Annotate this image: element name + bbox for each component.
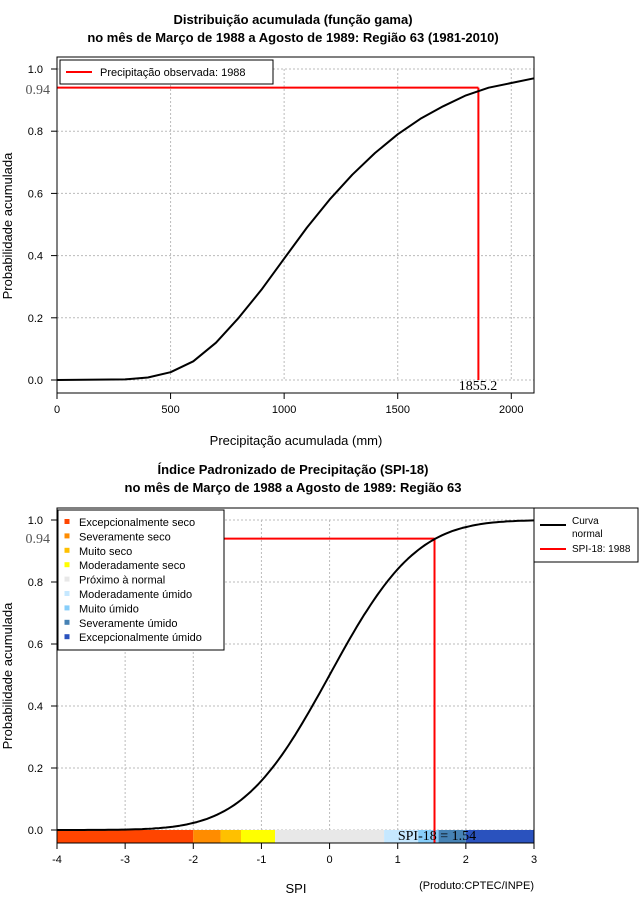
chart2-y-tick-label: 0.8 — [28, 577, 43, 589]
chart2-y-ticks: 0.0 0.2 0.4 0.6 0.8 1.0 — [28, 515, 57, 837]
chart2-legend-label: Severamente seco — [79, 531, 171, 543]
chart2-x-tick-label: -1 — [257, 854, 267, 866]
chart1-curve-group — [56, 77, 535, 381]
chart2-curve-legend: Curva normal SPI-18: 1988 — [533, 507, 639, 563]
chart2-x-tick-label: 1 — [395, 854, 401, 866]
chart1-legend-box — [59, 59, 274, 85]
chart2-y-tick-label: 0.2 — [28, 763, 43, 775]
chart1-title-line1: Distribuição acumulada (função gama) — [173, 12, 412, 27]
chart1-observed-value-label: 1855.2 — [459, 379, 498, 394]
gamma-cdf-panel: Distribuição acumulada (função gama) no … — [0, 12, 535, 448]
chart1-x-tick-label: 1000 — [272, 404, 296, 416]
chart2-legend-swatch — [64, 605, 70, 611]
chart2-x-tick-label: -4 — [52, 854, 62, 866]
chart1-legend-label: Precipitação observada: 1988 — [100, 67, 246, 79]
chart2-class-legend-box — [57, 509, 225, 651]
chart2-class-band — [57, 830, 194, 843]
chart2-class-band — [275, 830, 385, 843]
chart2-title-line2: no mês de Março de 1988 a Agosto de 1989… — [125, 480, 462, 495]
chart2-legend-swatch — [64, 547, 70, 553]
chart2-class-bands — [57, 830, 534, 843]
chart1-plot-frame — [56, 56, 535, 394]
chart2-class-band — [240, 830, 276, 843]
chart2-x-tick-label: -3 — [120, 854, 130, 866]
chart2-curve-group — [57, 519, 535, 831]
chart2-x-tick-label: 0 — [327, 854, 333, 866]
chart2-curve-legend-box — [533, 507, 639, 563]
chart2-legend-curve-label-line1: Curva — [572, 516, 599, 527]
chart2-legend-swatch — [64, 533, 70, 539]
chart1-y-tick-label: 0.8 — [28, 126, 43, 138]
chart1-y-tick-label: 1.0 — [28, 64, 43, 76]
chart2-legend-swatch — [64, 519, 70, 524]
chart1-y-axis-label: Probabilidade acumulada — [0, 152, 15, 299]
chart2-legend-swatch — [64, 576, 70, 582]
chart2-spi-label: SPI-18 = 1.54 — [398, 829, 476, 844]
chart2-y-tick-label: 1.0 — [28, 515, 43, 527]
chart2-class-band — [220, 830, 241, 843]
chart2-legend-label: Muito úmido — [79, 603, 139, 615]
chart2-plot-frame — [56, 507, 535, 844]
chart1-y-tick-label: 0.0 — [28, 375, 43, 387]
chart2-legend-label: Próximo à normal — [79, 575, 165, 587]
chart2-class-band — [465, 830, 534, 843]
chart2-normal-cdf-line — [57, 519, 535, 831]
product-credit: (Produto:CPTEC/INPE) — [419, 880, 534, 892]
chart2-title-line1: Índice Padronizado de Precipitação (SPI-… — [158, 462, 429, 477]
chart1-x-tick-label: 500 — [161, 404, 179, 416]
chart2-probability-label: 0.94 — [26, 532, 51, 547]
chart2-y-tick-label: 0.0 — [28, 825, 43, 837]
chart2-legend-spi-label: SPI-18: 1988 — [572, 544, 631, 555]
chart2-legend-label: Excepcionalmente seco — [79, 517, 195, 529]
chart2-legend-swatch — [64, 634, 70, 640]
chart1-observed-marker — [57, 86, 480, 380]
chart1-y-tick-label: 0.6 — [28, 188, 43, 200]
chart2-class-legend: Excepcionalmente seco Severamente seco Mui… — [57, 509, 225, 651]
chart1-x-tick-label: 0 — [54, 404, 60, 416]
chart2-legend-swatch — [64, 591, 70, 596]
chart1-title-line2: no mês de Março de 1988 a Agosto de 1989… — [87, 30, 498, 45]
chart1-legend: Precipitação observada: 1988 — [59, 59, 274, 85]
chart2-legend-swatch — [64, 619, 70, 625]
chart2-y-tick-label: 0.4 — [28, 701, 43, 713]
chart1-x-tick-label: 1500 — [385, 404, 409, 416]
chart2-legend-label: Severamente úmido — [79, 618, 177, 630]
chart1-x-axis-label: Precipitação acumulada (mm) — [210, 433, 383, 448]
chart2-class-band — [438, 830, 466, 843]
chart2-y-axis-label: Probabilidade acumulada — [0, 602, 15, 749]
chart2-legend-label: Moderadamente seco — [79, 560, 185, 572]
chart2-class-band — [384, 830, 419, 843]
chart2-x-axis-label: SPI — [286, 881, 307, 896]
chart1-y-ticks: 0.0 0.2 0.4 0.6 0.8 1.0 — [28, 64, 57, 387]
chart1-cdf-line — [56, 77, 535, 381]
chart2-x-tick-label: 2 — [463, 854, 469, 866]
chart2-x-ticks: -4 -3 -2 -1 0 1 2 3 — [52, 843, 537, 866]
chart2-legend-curve-label-line2: normal — [572, 529, 603, 540]
chart1-probability-label: 0.94 — [26, 83, 51, 98]
chart2-legend-label: Moderadamente úmido — [79, 589, 192, 601]
chart2-class-band — [193, 830, 221, 843]
chart1-y-tick-label: 0.2 — [28, 313, 43, 325]
chart2-legend-label: Muito seco — [79, 546, 132, 558]
chart2-x-tick-label: 3 — [531, 854, 537, 866]
chart1-y-tick-label: 0.4 — [28, 251, 43, 263]
chart2-x-tick-label: -2 — [188, 854, 198, 866]
chart2-class-band — [418, 830, 439, 843]
chart2-legend-swatch — [64, 562, 70, 568]
spi-panel: Índice Padronizado de Precipitação (SPI-… — [0, 462, 639, 896]
chart1-x-tick-label: 2000 — [499, 404, 523, 416]
chart2-y-tick-label: 0.6 — [28, 639, 43, 651]
chart1-x-ticks: 0 500 1000 1500 2000 — [54, 393, 524, 416]
chart1-grid — [56, 68, 534, 381]
chart2-legend-label: Excepcionalmente úmido — [79, 632, 202, 644]
